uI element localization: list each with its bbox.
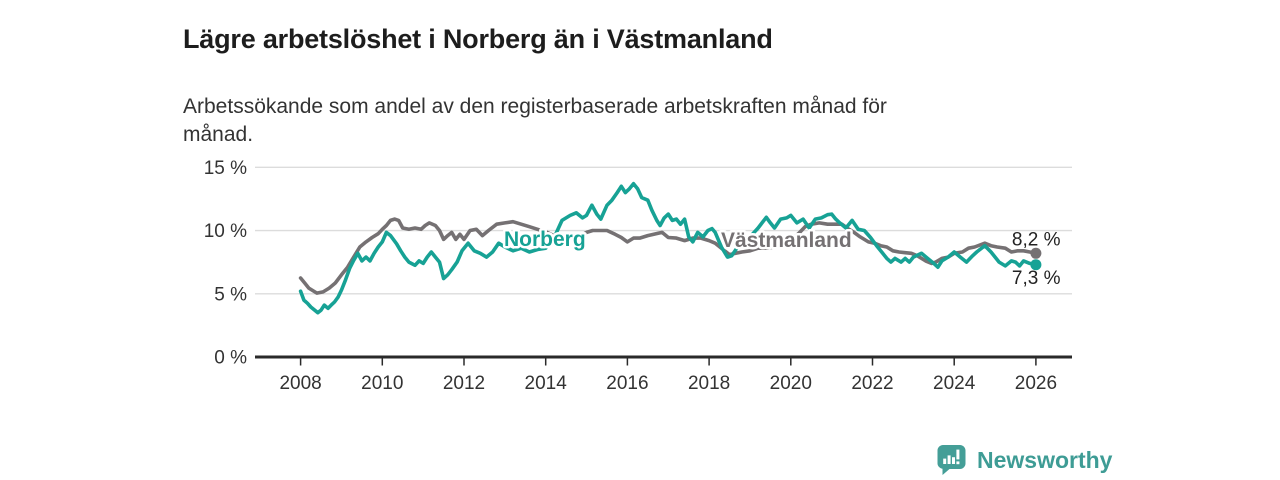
y-tick-label: 0 %	[214, 348, 247, 369]
x-tick-label: 2012	[443, 373, 485, 394]
y-tick-label: 15 %	[204, 158, 247, 179]
newsworthy-logo: Newsworthy	[936, 444, 1112, 476]
chart-subtitle-line-2: månad.	[183, 123, 254, 147]
x-tick-label: 2010	[361, 373, 403, 394]
x-tick-label: 2026	[1015, 373, 1057, 394]
x-tick-label: 2008	[279, 373, 321, 394]
series-end-dot-norberg	[1030, 259, 1042, 271]
newsworthy-brand-text: Newsworthy	[977, 446, 1113, 473]
x-tick-label: 2014	[525, 373, 568, 394]
series-line-norberg	[298, 181, 1038, 315]
series-label-norberg: Norberg	[504, 228, 586, 251]
x-tick-label: 2024	[933, 373, 976, 394]
newsworthy-icon	[937, 445, 966, 475]
chart-subtitle-line-1: Arbetssökande som andel av den registerb…	[183, 95, 887, 118]
end-value-label-vastmanland: 8,2 %	[1012, 229, 1061, 250]
x-tick-label: 2018	[688, 373, 730, 394]
end-value-label-norberg: 7,3 %	[1012, 268, 1061, 289]
chart-title: Lägre arbetslöshet i Norberg än i Västma…	[183, 24, 773, 55]
series-label-vastmanland: Västmanland	[721, 229, 852, 252]
x-tick-label: 2020	[770, 373, 812, 394]
x-tick-label: 2022	[851, 373, 893, 394]
y-tick-label: 5 %	[214, 284, 247, 305]
chart-subtitle: Arbetssökande som andel av den registerb…	[183, 93, 1063, 150]
series-line-vastmanland	[298, 217, 1038, 295]
x-tick-label: 2016	[606, 373, 648, 394]
y-tick-label: 10 %	[204, 221, 247, 242]
series-end-dot-vastmanland	[1030, 247, 1042, 259]
